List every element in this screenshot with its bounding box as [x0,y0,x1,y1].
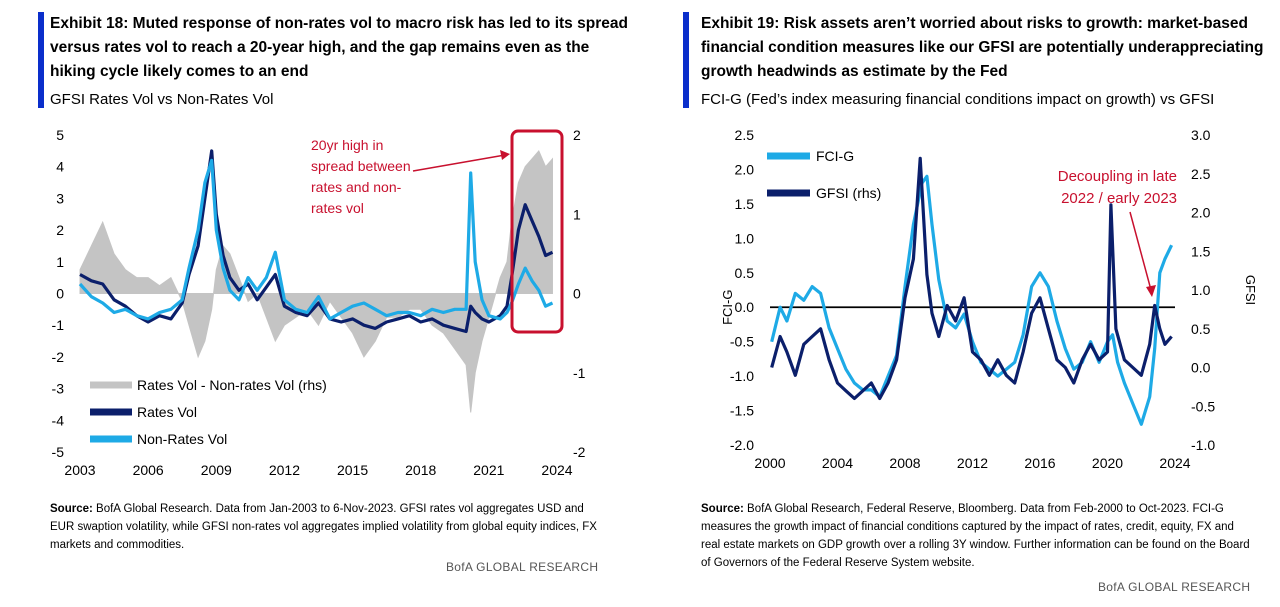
brand-footer: BofA GLOBAL RESEARCH [446,560,599,574]
series-non-rates-vol [78,158,554,321]
exhibit-18-panel: Exhibit 18: Muted response of non-rates … [38,12,628,574]
y2-tick-label: 2 [573,127,581,143]
legend-label: GFSI (rhs) [816,185,881,201]
x-tick-label: 2024 [541,462,572,478]
y-tick-label: -3 [52,381,65,397]
source-text: BofA Global Research. Data from Jan-2003… [50,503,597,551]
x-tick-label: 2012 [269,462,300,478]
y-tick-label: 5 [56,127,64,143]
y2-tick-label: -1.0 [1191,437,1215,453]
y-tick-label: 2.0 [735,161,755,177]
annotation-arrow [1129,211,1152,291]
y-tick-label: 2 [56,222,64,238]
legend-label: Rates Vol [137,404,197,420]
y-tick-label: 0 [56,286,64,302]
annotation-line: Decoupling in late [1058,168,1177,185]
series-gfsi-rhs- [770,156,1173,401]
y2-tick-label: 1.0 [1191,282,1211,298]
annotation-arrow [412,154,506,172]
y-tick-label: 3 [56,190,64,206]
x-tick-label: 2003 [64,462,95,478]
y2-tick-label: 0.0 [1191,360,1211,376]
y2-tick-label: -2 [573,444,586,460]
series-rates-vol-non-rates-vol-rhs- [79,149,554,413]
y-tick-label: 0.5 [735,265,755,281]
y-tick-label: 1 [56,254,64,270]
x-tick-label: 2021 [473,462,504,478]
annotation-text: Decoupling in late 2022 / early 2023 [1058,168,1177,207]
y-tick-label: -2 [52,349,65,365]
source-label: Source: [50,503,93,515]
series-fci-g [770,174,1174,426]
exhibit-19-source: Source: BofA Global Research, Federal Re… [701,500,1256,572]
source-label: Source: [701,503,744,515]
arrow-head [1146,285,1156,297]
x-tick-label: 2000 [754,455,785,471]
legend-label: Rates Vol - Non-rates Vol (rhs) [137,377,327,393]
x-tick-label: 2004 [822,455,853,471]
exhibit-18-title: Exhibit 18: Muted response of non-rates … [50,15,628,80]
x-tick-label: 2012 [957,455,988,471]
exhibit-18-source: Source: BofA Global Research. Data from … [50,500,610,554]
y2-tick-label: 0 [573,286,581,302]
y2-tick-label: 0.5 [1191,321,1211,337]
x-tick-label: 2009 [201,462,232,478]
annotation-line: rates vol [311,200,364,216]
y-axis-title: FCI-G [720,290,735,325]
y2-tick-label: -0.5 [1191,398,1215,414]
y2-tick-label: 1.5 [1191,243,1211,259]
x-tick-label: 2018 [405,462,436,478]
annotation-line: 2022 / early 2023 [1061,190,1177,207]
exhibit-18-subtitle: GFSI Rates Vol vs Non-Rates Vol [50,91,274,108]
annotation-text: 20yr high in spread between rates and non-… [311,137,411,216]
y-tick-label: 1.5 [735,196,755,212]
brand-footer: BofA GLOBAL RESEARCH [1098,580,1251,594]
exhibit-19-subtitle: FCI-G (Fed’s index measuring financial c… [701,91,1215,108]
y-tick-label: 1.0 [735,230,755,246]
annotation-line: 20yr high in [311,137,383,153]
y-tick-label: 4 [56,159,64,175]
source-text: BofA Global Research, Federal Reserve, B… [701,503,1250,569]
x-tick-label: 2020 [1092,455,1123,471]
y2-tick-label: 1 [573,206,581,222]
y2-tick-label: -1 [573,365,586,381]
y-tick-label: 0.0 [735,299,755,315]
x-tick-label: 2016 [1024,455,1055,471]
exhibit-18-chart: 5 4 3 2 1 0 -1 -2 -3 -4 -5 2 1 0 -1 -2 2003 2006 2009 2012 2… [52,127,586,478]
x-tick-label: 2015 [337,462,368,478]
accent-bar [683,12,689,108]
arrow-head [500,150,510,160]
y-tick-label: 2.5 [735,127,755,143]
exhibit-19-panel: Exhibit 19: Risk assets aren’t worried a… [640,0,1280,607]
y2-tick-label: 2.0 [1191,205,1211,221]
y-tick-label: -0.5 [730,334,754,350]
accent-bar [38,12,44,108]
y-tick-label: -1.0 [730,368,754,384]
y-tick-label: -1 [52,317,65,333]
y2-axis-title: GFSI [1243,275,1258,305]
legend-label: FCI-G [816,148,854,164]
y-tick-label: -1.5 [730,403,754,419]
legend-label: Non-Rates Vol [137,431,227,447]
exhibit-19-title: Exhibit 19: Risk assets aren’t worried a… [701,15,1264,80]
y-tick-label: -4 [52,412,65,428]
x-tick-label: 2008 [889,455,920,471]
highlight-box [510,129,564,334]
y-tick-label: -5 [52,444,65,460]
x-tick-label: 2006 [133,462,164,478]
x-tick-label: 2024 [1159,455,1190,471]
y-tick-label: -2.0 [730,437,754,453]
annotation-line: rates and non- [311,179,402,195]
exhibit-19-chart: 2.5 2.0 1.5 1.0 0.5 0.0 -0.5 -1.0 -1.5 -2.0 3.0 2.5… [720,127,1258,471]
y2-tick-label: 2.5 [1191,166,1211,182]
y2-tick-label: 3.0 [1191,127,1211,143]
annotation-line: spread between [311,158,411,174]
